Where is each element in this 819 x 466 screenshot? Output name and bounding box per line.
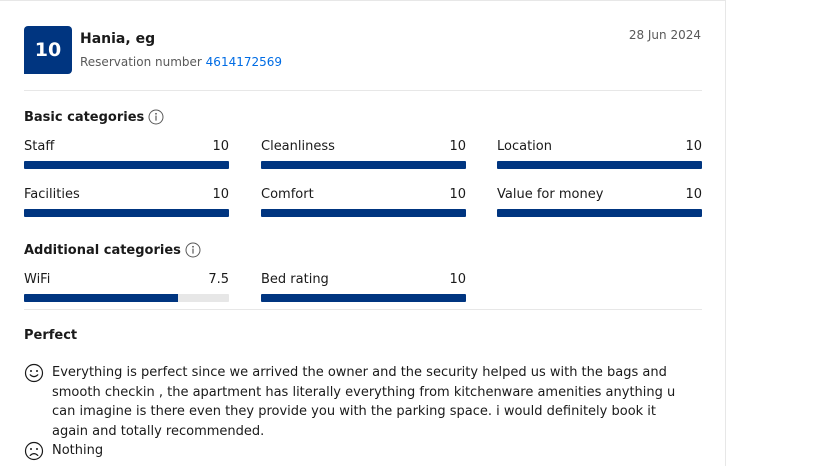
additional-categories-title: Additional categories [24, 242, 181, 258]
category-facilities: Facilities 10 [24, 187, 229, 217]
category-label: Comfort [261, 187, 314, 202]
category-score: 10 [212, 139, 229, 154]
review-card: 10 Hania, eg Reservation number 46141725… [0, 0, 726, 466]
smiley-sad-icon [24, 441, 44, 461]
category-cleanliness: Cleanliness 10 [261, 139, 466, 169]
category-label: Cleanliness [261, 139, 335, 154]
additional-categories-heading: Additional categories [24, 242, 201, 258]
divider [24, 309, 702, 310]
score-badge: 10 [24, 26, 72, 74]
basic-categories-title: Basic categories [24, 109, 145, 125]
rating-bar-fill [24, 209, 229, 217]
basic-categories-heading: Basic categories [24, 109, 164, 125]
category-score: 10 [449, 272, 466, 287]
category-score: 10 [449, 187, 466, 202]
rating-bar-fill [24, 294, 178, 302]
category-bed-rating: Bed rating 10 [261, 272, 466, 302]
negative-review-text: Nothing [52, 443, 104, 458]
rating-bar [261, 161, 466, 169]
category-label: Value for money [497, 187, 604, 202]
rating-bar-fill [24, 161, 229, 169]
category-wifi: WiFi 7.5 [24, 272, 229, 302]
divider [24, 90, 702, 91]
category-score: 10 [685, 187, 702, 202]
category-location: Location 10 [497, 139, 702, 169]
smiley-happy-icon [24, 363, 44, 383]
category-score: 10 [212, 187, 229, 202]
category-score: 10 [685, 139, 702, 154]
category-value-for-money: Value for money 10 [497, 187, 702, 217]
rating-bar-fill [261, 294, 466, 302]
rating-bar [24, 294, 229, 302]
category-label: Facilities [24, 187, 80, 202]
rating-bar [497, 209, 702, 217]
rating-bar [24, 209, 229, 217]
positive-review: Everything is perfect since we arrived t… [24, 363, 694, 441]
info-icon[interactable] [148, 109, 164, 125]
reservation-info: Reservation number 4614172569 [80, 55, 282, 69]
rating-bar [261, 294, 466, 302]
guest-name: Hania, eg [80, 31, 156, 47]
rating-bar-fill [261, 161, 466, 169]
rating-bar-fill [497, 161, 702, 169]
category-score: 10 [449, 139, 466, 154]
rating-bar-fill [261, 209, 466, 217]
category-comfort: Comfort 10 [261, 187, 466, 217]
review-date: 28 Jun 2024 [628, 28, 701, 42]
category-label: WiFi [24, 272, 51, 287]
category-label: Staff [24, 139, 55, 154]
category-label: Location [497, 139, 552, 154]
rating-bar-fill [497, 209, 702, 217]
category-staff: Staff 10 [24, 139, 229, 169]
positive-review-text: Everything is perfect since we arrived t… [52, 365, 676, 439]
reservation-label: Reservation number [80, 55, 202, 69]
review-title: Perfect [24, 328, 78, 343]
category-score: 7.5 [208, 272, 229, 287]
rating-bar [261, 209, 466, 217]
info-icon[interactable] [185, 242, 201, 258]
rating-bar [24, 161, 229, 169]
category-label: Bed rating [261, 272, 329, 287]
negative-review: Nothing [24, 441, 694, 461]
reservation-number-link[interactable]: 4614172569 [205, 55, 283, 69]
rating-bar [497, 161, 702, 169]
